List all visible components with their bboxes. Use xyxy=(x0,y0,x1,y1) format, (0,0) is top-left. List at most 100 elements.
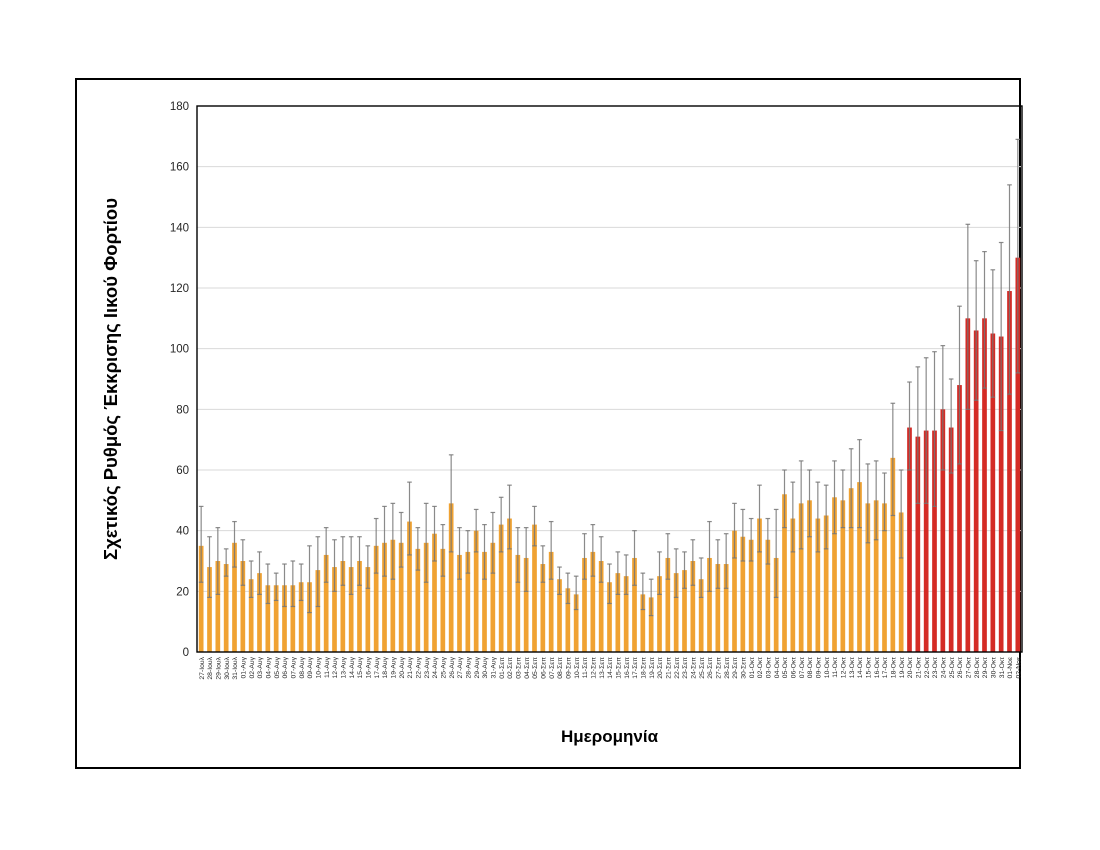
x-tick-label: 12-Αυγ xyxy=(332,656,339,678)
y-tick-label: 120 xyxy=(170,283,189,295)
x-tick-label: 12-Οκτ xyxy=(840,657,847,679)
bars xyxy=(198,257,1021,652)
error-bars xyxy=(198,138,1021,617)
x-tick-label: 14-Σεπ xyxy=(607,657,614,679)
x-tick-label: 10-Αυγ xyxy=(315,656,322,678)
bar xyxy=(523,557,529,652)
x-tick-label: 27-Σεπ xyxy=(715,657,722,679)
y-tick-label: 160 xyxy=(170,162,189,174)
x-tick-label: 24-Σεπ xyxy=(690,657,697,679)
bar xyxy=(798,503,804,652)
y-axis-tick-labels: 0 20 40 60 80 100 120 140 160 180 xyxy=(170,101,189,659)
bar xyxy=(657,576,662,652)
x-tick-label: 18-Αυγ xyxy=(382,656,389,678)
bar xyxy=(1015,257,1021,652)
x-tick-label: 25-Οκτ xyxy=(949,657,956,679)
x-tick-label: 16-Αυγ xyxy=(365,656,372,678)
bar xyxy=(515,554,521,652)
bar xyxy=(540,564,546,652)
x-tick-label: 17-Οκτ xyxy=(882,657,889,679)
x-tick-label: 18-Οκτ xyxy=(890,657,897,679)
x-tick-label: 09-Αυγ xyxy=(307,656,314,678)
x-tick-label: 10-Σεπ xyxy=(574,657,581,679)
bar xyxy=(698,579,704,652)
bar xyxy=(990,333,996,652)
x-axis-tick-labels: 27-Ιουλ 28-Ιουλ 29-Ιουλ 30-Ιουλ 31-Ιουλ 01-Αυ… xyxy=(199,656,1023,679)
bar xyxy=(782,494,787,652)
x-tick-label: 01-Αυγ xyxy=(240,656,247,678)
x-tick-label: 07-Σεπ xyxy=(549,657,556,679)
x-tick-label: 04-Σεπ xyxy=(524,657,531,679)
x-tick-label: 02-Σεπ xyxy=(507,657,514,679)
bar xyxy=(890,457,896,652)
bar xyxy=(448,503,454,652)
bar xyxy=(440,548,446,652)
bar xyxy=(907,427,912,652)
bar xyxy=(607,582,612,652)
x-tick-label: 20-Σεπ xyxy=(657,657,664,679)
x-tick-label: 28-Αυγ xyxy=(465,656,472,678)
bar xyxy=(748,539,754,652)
bar xyxy=(773,557,779,652)
bar xyxy=(457,554,462,652)
x-tick-label: 14-Οκτ xyxy=(857,657,864,679)
x-tick-label: 26-Σεπ xyxy=(707,657,714,679)
x-tick-label: 29-Αυγ xyxy=(474,656,481,678)
bar xyxy=(632,557,637,652)
bar xyxy=(282,585,287,652)
x-tick-label: 01-Νοε xyxy=(1007,657,1014,679)
y-tick-label: 20 xyxy=(176,586,189,598)
x-tick-label: 31-Αυγ xyxy=(490,656,497,678)
y-tick-label: 100 xyxy=(170,344,189,356)
chart-frame: 0 20 40 60 80 100 120 140 160 180 27-Ιουλ 28-Ιουλ 2… xyxy=(75,78,1023,769)
bar xyxy=(323,554,329,652)
bar xyxy=(398,542,404,652)
bar xyxy=(898,512,904,652)
x-tick-label: 17-Αυγ xyxy=(374,656,381,678)
x-tick-label: 22-Οκτ xyxy=(924,657,931,679)
bar xyxy=(582,557,587,652)
x-tick-label: 19-Οκτ xyxy=(899,657,906,679)
x-tick-label: 12-Σεπ xyxy=(590,657,597,679)
x-tick-label: 08-Αυγ xyxy=(299,656,306,678)
x-tick-label: 25-Σεπ xyxy=(699,657,706,679)
x-tick-label: 24-Αυγ xyxy=(432,656,439,678)
x-tick-label: 06-Οκτ xyxy=(790,657,797,679)
bar xyxy=(357,561,362,652)
x-tick-label: 31-Ιουλ xyxy=(232,656,239,679)
bar xyxy=(390,539,396,652)
x-tick-label: 02-Νοε xyxy=(1015,657,1022,679)
x-tick-label: 19-Σεπ xyxy=(649,657,656,679)
bar xyxy=(740,536,746,652)
x-tick-label: 05-Οκτ xyxy=(782,657,789,679)
bar xyxy=(348,567,354,652)
bar xyxy=(257,573,262,652)
bar xyxy=(957,385,962,652)
bar xyxy=(765,539,771,652)
bar xyxy=(473,530,479,652)
bar xyxy=(557,579,562,652)
x-tick-label: 03-Αυγ xyxy=(257,656,264,678)
bar xyxy=(573,594,579,652)
bar xyxy=(490,542,496,652)
x-tick-label: 20-Αυγ xyxy=(399,656,406,678)
bar xyxy=(715,564,721,652)
x-tick-label: 28-Οκτ xyxy=(974,657,981,679)
x-tick-label: 30-Αυγ xyxy=(482,656,489,678)
x-tick-label: 04-Οκτ xyxy=(774,657,781,679)
x-tick-label: 29-Ιουλ xyxy=(215,656,222,679)
x-tick-label: 09-Οκτ xyxy=(815,657,822,679)
x-tick-label: 15-Σεπ xyxy=(615,657,622,679)
x-tick-label: 24-Οκτ xyxy=(940,657,947,679)
bar xyxy=(223,564,229,652)
x-tick-label: 19-Αυγ xyxy=(390,656,397,678)
bar xyxy=(915,436,921,652)
bar xyxy=(865,503,871,652)
bar xyxy=(240,561,246,652)
bar xyxy=(857,482,862,652)
x-tick-label: 07-Αυγ xyxy=(290,656,297,678)
y-tick-label: 180 xyxy=(170,101,189,113)
x-tick-label: 15-Οκτ xyxy=(865,657,872,679)
bar xyxy=(307,582,312,652)
y-tick-label: 0 xyxy=(183,647,189,659)
